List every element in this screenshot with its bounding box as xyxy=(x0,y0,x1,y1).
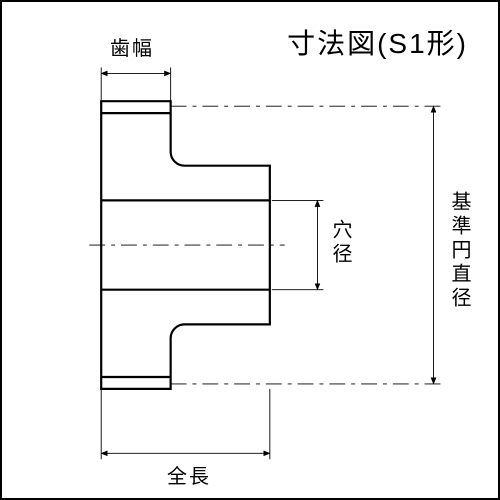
label-overall-length: 全長 xyxy=(167,460,211,489)
drawing-svg xyxy=(2,2,498,498)
label-tooth-width: 歯幅 xyxy=(110,32,154,61)
label-bore: 穴径 xyxy=(326,219,355,267)
drawing-frame: 寸法図(S1形) 歯幅 穴径 全長 基準円直径 xyxy=(0,0,500,500)
label-pitch-diameter: 基準円直径 xyxy=(445,191,474,311)
